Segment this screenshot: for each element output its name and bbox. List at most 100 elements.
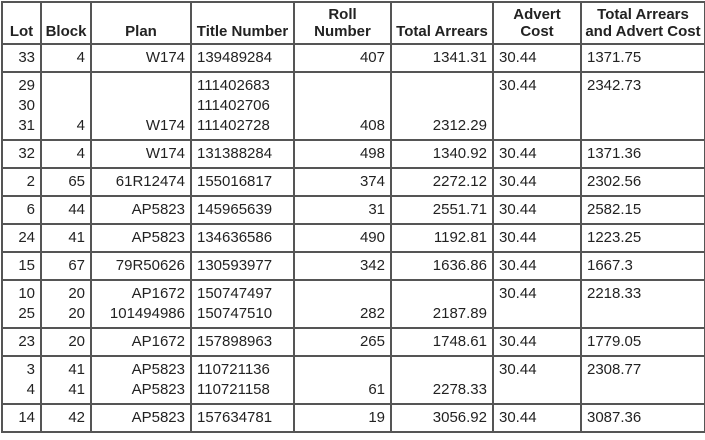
table-cell: 374 [293, 167, 392, 197]
table-cell: 30.44 [492, 355, 582, 405]
cell-line: 2218.33 [587, 285, 642, 302]
cell-line: 15 [18, 257, 35, 274]
cell-line: 101494986 [109, 305, 185, 322]
table-cell: 1192.81 [390, 223, 494, 253]
table-cell: 2308.77 [580, 355, 705, 405]
cell-line: 1192.81 [433, 229, 487, 246]
cell-line: 2342.73 [587, 77, 642, 94]
table-cell: 157634781 [190, 403, 295, 433]
table-cell: 2312.29 [390, 71, 494, 141]
cell-line: 42 [68, 409, 85, 426]
table-cell: 1636.86 [390, 251, 494, 281]
table-row: 24 41 AP5823 134636586 490 1192.81 30.44 1223.2… [1, 223, 705, 253]
table-cell: 67 [40, 251, 92, 281]
table-row: 29 30 31 4 W174 111402683 111402706 111402728 40… [1, 71, 705, 141]
table-cell: 32 [1, 139, 42, 169]
table-cell: 61R12474 [90, 167, 192, 197]
table-cell: 10 25 [1, 279, 42, 329]
cell-line: 65 [68, 173, 85, 190]
cell-line: 4 [76, 117, 85, 134]
cell-line: 1667.3 [587, 257, 633, 274]
cell-line: 342 [359, 257, 385, 274]
cell-line: AP5823 [131, 409, 185, 426]
cell-line: AP5823 [131, 229, 185, 246]
cell-line: W174 [145, 117, 185, 134]
cell-line: AP1672 [131, 333, 185, 350]
table-cell: 408 [293, 71, 392, 141]
table-cell: 30.44 [492, 403, 582, 433]
cell-line: 23 [18, 333, 35, 350]
cell-line: 2308.77 [587, 361, 642, 378]
table-cell: 24 [1, 223, 42, 253]
table-cell: 3087.36 [580, 403, 705, 433]
cell-line: 157634781 [197, 409, 273, 426]
table-cell: 30.44 [492, 71, 582, 141]
table-cell: 44 [40, 195, 92, 225]
table-row: 15 67 79R50626 130593977 342 1636.86 30.44 1667… [1, 251, 705, 281]
cell-line: 79R50626 [115, 257, 185, 274]
cell-line: 490 [359, 229, 385, 246]
cell-line: 44 [68, 201, 85, 218]
cell-line: 150747497 [197, 285, 273, 302]
table-cell: 30.44 [492, 139, 582, 169]
table-row: 32 4 W174 131388284 498 1340.92 30.44 1371.36 [1, 139, 705, 169]
table-cell: 1371.36 [580, 139, 705, 169]
table-cell: 30.44 [492, 279, 582, 329]
table-cell: 1340.92 [390, 139, 494, 169]
table-cell: 41 41 [40, 355, 92, 405]
table-cell: 15 [1, 251, 42, 281]
cell-line: 61 [368, 381, 385, 398]
table-cell: AP5823 [90, 403, 192, 433]
cell-line: 30.44 [499, 49, 537, 66]
cell-line: 1340.92 [432, 145, 487, 162]
table-row: 10 25 20 20 AP1672 101494986 150747497 15074751… [1, 279, 705, 329]
table-cell: 61 [293, 355, 392, 405]
table-cell: 157898963 [190, 327, 295, 357]
cell-line: W174 [145, 145, 185, 162]
cell-line: 20 [68, 305, 85, 322]
table-cell: 42 [40, 403, 92, 433]
table-cell: 31 [293, 195, 392, 225]
table-cell: 111402683 111402706 111402728 [190, 71, 295, 141]
cell-line: 30.44 [499, 257, 537, 274]
cell-line: AP5823 [131, 381, 185, 398]
table-cell: 30.44 [492, 167, 582, 197]
cell-line: 41 [68, 229, 85, 246]
table-cell: W174 [90, 71, 192, 141]
table-cell: 490 [293, 223, 392, 253]
table-body: 33 4 W174 139489284 407 1341.31 30.44 1371.75 29… [1, 43, 705, 433]
table-cell: 130593977 [190, 251, 295, 281]
cell-line: 1748.61 [432, 333, 487, 350]
cell-line: 4 [26, 381, 35, 398]
cell-line: 10 [18, 285, 35, 302]
cell-line: 32 [18, 145, 35, 162]
table-cell: 29 30 31 [1, 71, 42, 141]
table-cell: 6 [1, 195, 42, 225]
cell-line: 3087.36 [587, 409, 642, 426]
table-cell: 30.44 [492, 223, 582, 253]
cell-line: 1371.75 [587, 49, 642, 66]
table-cell: 2 [1, 167, 42, 197]
table-cell: 30.44 [492, 195, 582, 225]
cell-line: 1779.05 [587, 333, 642, 350]
table-row: 3 4 41 41 AP5823 AP5823 110721136 110721158 61 22… [1, 355, 705, 405]
table-cell: 265 [293, 327, 392, 357]
cell-line: AP1672 [131, 285, 185, 302]
table-row: 2 65 61R12474 155016817 374 2272.12 30.44 2302.… [1, 167, 705, 197]
cell-line: 30.44 [499, 409, 537, 426]
cell-line: 61R12474 [115, 173, 185, 190]
cell-line: 2312.29 [432, 117, 487, 134]
cell-line: 265 [359, 333, 385, 350]
cell-line: 407 [359, 49, 385, 66]
cell-line: 24 [18, 229, 35, 246]
cell-line: 1636.86 [432, 257, 487, 274]
column-header: Total Arrears [390, 1, 494, 45]
table-cell: 65 [40, 167, 92, 197]
table-cell: 150747497 150747510 [190, 279, 295, 329]
cell-line: 29 [18, 77, 35, 94]
table-cell: 2302.56 [580, 167, 705, 197]
cell-line: 2551.71 [432, 201, 487, 218]
table-cell: 110721136 110721158 [190, 355, 295, 405]
